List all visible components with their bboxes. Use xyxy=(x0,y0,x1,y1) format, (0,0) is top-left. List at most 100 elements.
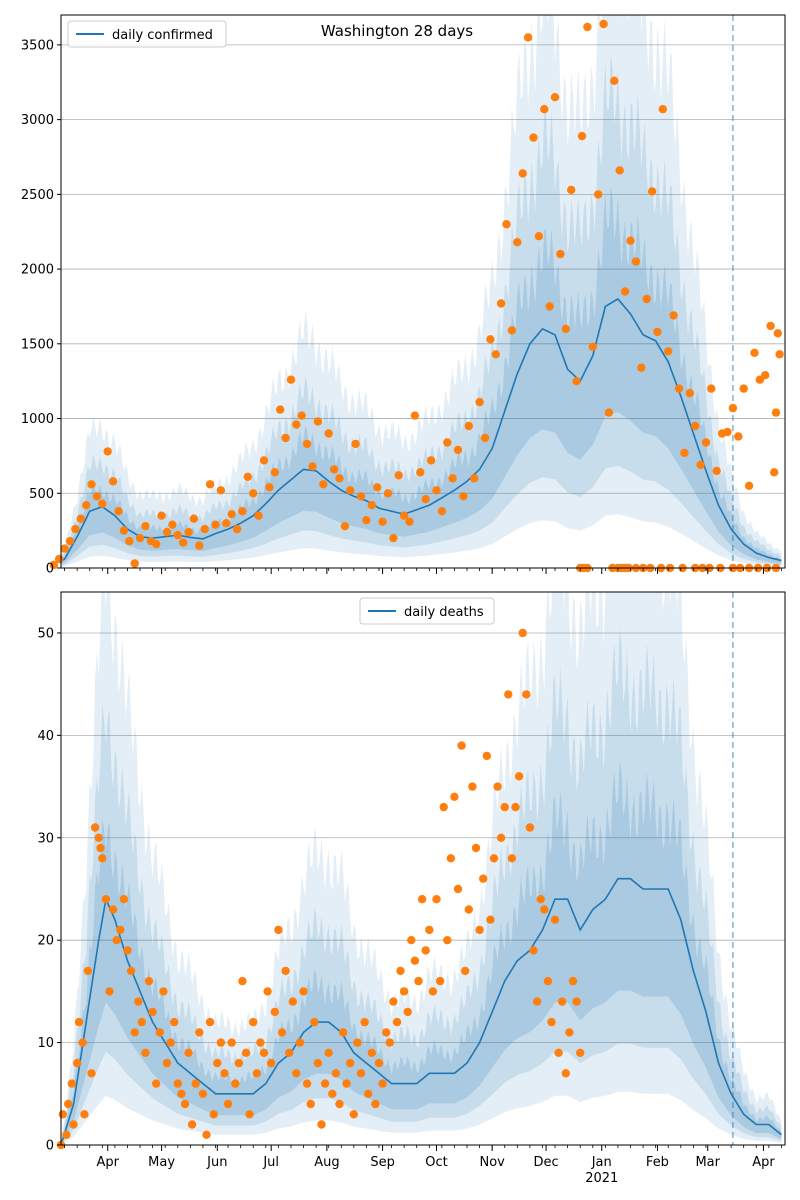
legend-label: daily confirmed xyxy=(112,28,213,43)
observed-point xyxy=(518,169,527,178)
observed-point xyxy=(108,905,118,914)
observed-point xyxy=(421,495,430,504)
observed-point xyxy=(435,976,445,986)
x-tick-label: Sep xyxy=(370,1155,395,1170)
observed-point xyxy=(653,327,662,337)
observed-point xyxy=(437,507,447,516)
observed-point xyxy=(356,492,366,501)
observed-point xyxy=(701,438,711,447)
observed-point xyxy=(576,1048,585,1058)
credible-band-3 xyxy=(61,186,782,564)
observed-point xyxy=(540,905,549,914)
observed-point xyxy=(410,411,420,420)
observed-point xyxy=(486,915,495,924)
observed-point xyxy=(486,335,495,344)
observed-point xyxy=(480,433,490,443)
observed-point xyxy=(114,507,123,516)
observed-point xyxy=(302,1079,312,1088)
observed-point xyxy=(195,1028,204,1037)
observed-point xyxy=(302,439,312,449)
observed-point xyxy=(308,462,317,471)
observed-point xyxy=(642,294,651,304)
observed-point xyxy=(310,1017,319,1027)
observed-point xyxy=(179,538,188,547)
observed-point xyxy=(631,257,641,266)
observed-point xyxy=(550,93,560,102)
observed-point xyxy=(152,539,161,549)
observed-point xyxy=(664,347,673,356)
observed-point xyxy=(775,350,784,359)
observed-point xyxy=(220,1069,229,1078)
observed-point xyxy=(414,976,423,986)
observed-point xyxy=(263,987,272,996)
legend: daily deaths xyxy=(359,597,495,625)
observed-point xyxy=(568,976,578,986)
y-tick-label: 1500 xyxy=(21,337,54,352)
observed-point xyxy=(426,456,436,465)
observed-point xyxy=(292,420,301,429)
observed-point xyxy=(382,1028,391,1037)
x-tick-label: Feb xyxy=(646,1155,669,1170)
observed-point xyxy=(227,510,236,519)
observed-point xyxy=(209,1110,218,1119)
observed-point xyxy=(288,997,297,1006)
observed-point xyxy=(374,1058,384,1068)
plot-frame xyxy=(60,14,786,569)
observed-point xyxy=(295,1038,305,1047)
observed-point xyxy=(116,925,125,935)
observed-point xyxy=(385,1038,394,1047)
observed-point xyxy=(353,1038,362,1047)
observed-point xyxy=(416,468,425,477)
observed-point xyxy=(588,342,597,351)
observed-point xyxy=(177,1089,186,1099)
observed-point xyxy=(335,1099,344,1109)
observed-point xyxy=(83,966,93,976)
observed-point xyxy=(728,403,738,413)
y-tick-label: 3500 xyxy=(21,38,54,53)
observed-point xyxy=(669,311,678,320)
observed-point xyxy=(439,802,448,812)
observed-point xyxy=(277,1028,287,1037)
observed-point xyxy=(285,1048,294,1058)
observed-point xyxy=(389,997,398,1006)
observed-point xyxy=(346,1058,355,1068)
y-tick-label: 10 xyxy=(37,1036,54,1051)
observed-point xyxy=(71,524,80,534)
observed-point xyxy=(432,486,441,495)
credible-band-3 xyxy=(61,761,782,1145)
observed-point xyxy=(637,363,646,372)
observed-point xyxy=(94,833,103,842)
median-line xyxy=(61,877,782,1145)
observed-point xyxy=(500,802,509,812)
observed-point xyxy=(364,1089,373,1099)
x-tick-label: Jun xyxy=(206,1155,227,1170)
observed-point xyxy=(155,1028,164,1037)
observed-point xyxy=(567,185,576,195)
observed-point xyxy=(130,1028,139,1037)
observed-point xyxy=(67,1079,77,1088)
observed-point xyxy=(317,1120,326,1129)
observed-point xyxy=(410,956,420,965)
observed-point xyxy=(489,854,499,863)
observed-point xyxy=(536,895,545,904)
observed-point xyxy=(223,1099,233,1109)
observed-point xyxy=(471,843,481,853)
observed-point xyxy=(392,1017,402,1027)
observed-point xyxy=(126,966,136,976)
observed-point xyxy=(523,33,533,42)
y-tick-label: 500 xyxy=(29,487,54,502)
observed-point xyxy=(349,1110,358,1119)
y-tick-label: 40 xyxy=(37,729,54,744)
observed-point xyxy=(144,976,154,986)
credible-band-2 xyxy=(61,54,782,566)
observed-point xyxy=(112,936,121,945)
observed-point xyxy=(532,997,542,1006)
observed-point xyxy=(101,895,111,904)
observed-point xyxy=(620,287,630,296)
observed-point xyxy=(249,489,258,498)
y-tick-label: 2000 xyxy=(21,263,54,278)
observed-point xyxy=(647,187,657,196)
observed-point xyxy=(565,1028,574,1037)
observed-point xyxy=(547,1017,556,1027)
observed-point xyxy=(674,384,684,393)
